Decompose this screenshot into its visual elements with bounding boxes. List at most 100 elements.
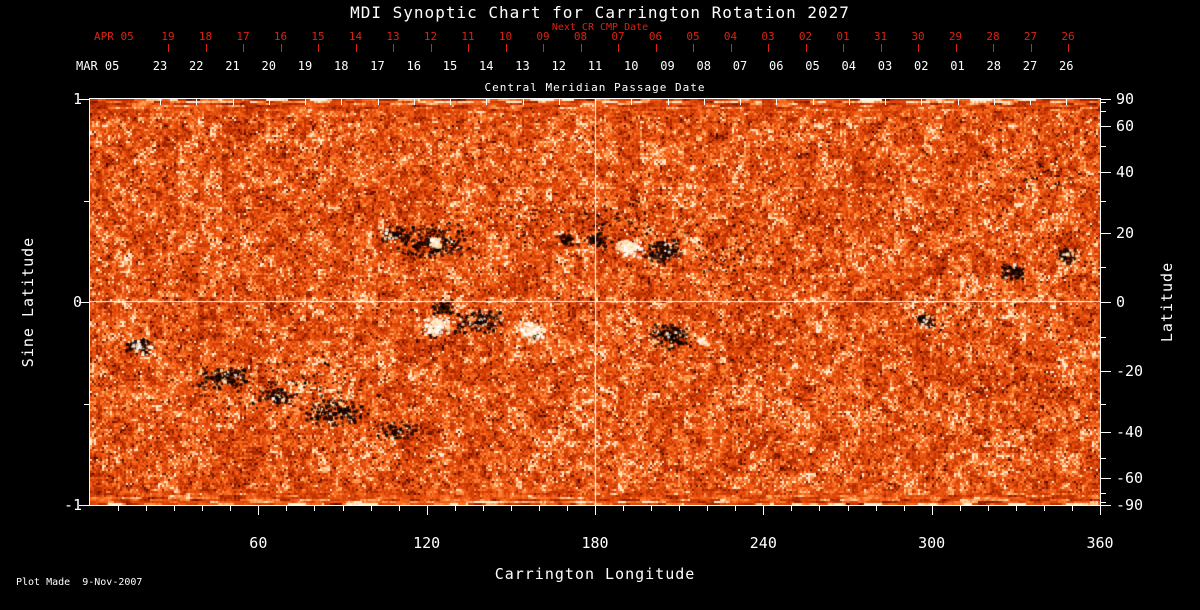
cmp-date-white: 11: [587, 59, 603, 73]
next-cr-tick-mark: [280, 44, 282, 52]
longitude-tick-label: 360: [1086, 534, 1114, 552]
next-cr-tick-mark: [805, 44, 807, 52]
longitude-tick-mark: [174, 506, 176, 511]
next-cr-cmp-date-note: Next CR CMP Date: [551, 22, 649, 33]
magnetogram-heatmap: [90, 99, 1100, 505]
longitude-tick-label: 240: [749, 534, 777, 552]
next-cr-tick-mark: [693, 44, 694, 52]
cmp-date-white: 06: [769, 59, 784, 73]
cmp-date-white: 15: [442, 59, 458, 73]
longitude-tick-mark: [987, 506, 989, 511]
longitude-tick-mark: [538, 506, 540, 511]
latitude-tick-mark: [1101, 501, 1106, 503]
longitude-tick-mark: [286, 506, 288, 511]
next-cr-tick-mark: [880, 44, 882, 52]
latitude-tick-label: -60: [1116, 468, 1144, 487]
left-axis-label: Sine Latitude: [19, 236, 37, 368]
next-cr-tick-mark: [168, 44, 169, 52]
next-cr-tick-mark: [318, 44, 319, 52]
cmp-date-white: 12: [551, 59, 566, 73]
longitude-tick-mark: [370, 506, 372, 511]
longitude-tick-mark: [118, 506, 120, 511]
latitude-tick-mark: [1101, 432, 1111, 434]
latitude-tick-mark: [1101, 146, 1106, 148]
next-cr-tick-mark: [430, 44, 432, 52]
red-month-label: APR 05: [94, 30, 134, 43]
latitude-tick-mark: [1101, 99, 1111, 100]
latitude-tick-label: 0: [1116, 293, 1126, 311]
longitude-tick-label: 180: [581, 534, 609, 552]
cmp-date-white: 19: [297, 59, 313, 73]
cmp-date-white: 09: [660, 59, 675, 73]
cmp-date-white: 26: [1059, 59, 1074, 73]
latitude-tick-label: -90: [1116, 496, 1144, 514]
longitude-tick-mark: [623, 506, 625, 511]
cmp-date-white: 17: [370, 59, 385, 73]
plot-made-timestamp: Plot Made 9-Nov-2007: [16, 577, 143, 588]
latitude-tick-mark: [1101, 505, 1111, 506]
longitude-tick-mark: [258, 506, 260, 515]
longitude-tick-mark: [230, 506, 232, 511]
longitude-tick-mark: [651, 506, 653, 511]
latitude-tick-mark: [1101, 337, 1106, 339]
cmp-date-white: 01: [950, 59, 965, 73]
cmp-date-white: 13: [515, 59, 530, 73]
latitude-tick-mark: [1101, 403, 1106, 405]
next-cr-tick-mark: [355, 44, 357, 52]
next-cr-tick-mark: [580, 44, 582, 52]
cmp-date-white: 28: [986, 59, 1001, 73]
longitude-tick-mark: [959, 506, 961, 511]
top-axis-title: Central Meridian Passage Date: [484, 81, 706, 94]
longitude-tick-mark: [482, 506, 484, 511]
latitude-tick-label: -20: [1116, 362, 1144, 381]
latitude-tick-mark: [1101, 102, 1106, 104]
latitude-tick-mark: [1101, 302, 1111, 303]
longitude-tick-mark: [903, 506, 905, 511]
longitude-tick-mark: [342, 506, 344, 511]
next-cr-tick-mark: [955, 44, 957, 52]
longitude-tick-mark: [454, 506, 456, 511]
latitude-tick-label: 60: [1116, 117, 1135, 136]
longitude-tick-mark: [679, 506, 681, 511]
next-cr-tick-mark: [843, 44, 844, 52]
cmp-date-white: 02: [914, 59, 929, 73]
latitude-tick-mark: [1101, 232, 1111, 234]
longitude-tick-label: 300: [918, 534, 946, 552]
next-cr-tick-mark: [768, 44, 769, 52]
next-cr-tick-mark: [243, 44, 244, 52]
next-cr-tick-mark: [393, 44, 394, 52]
latitude-tick-mark: [1101, 477, 1111, 479]
next-cr-tick-mark: [993, 44, 994, 52]
longitude-tick-mark: [1071, 506, 1073, 511]
next-cr-tick-mark: [1030, 44, 1032, 52]
next-cr-tick-mark: [655, 44, 657, 52]
longitude-tick-mark: [819, 506, 821, 511]
cmp-date-white: 27: [1022, 59, 1038, 73]
cmp-date-white: 16: [406, 59, 421, 73]
next-cr-tick-mark: [730, 44, 732, 52]
cmp-date-white: 07: [732, 59, 748, 73]
cmp-date-white: 14: [479, 59, 494, 73]
longitude-tick-mark: [510, 506, 512, 511]
longitude-tick-mark: [314, 506, 316, 511]
latitude-tick-mark: [1101, 171, 1111, 173]
latitude-tick-mark: [1101, 457, 1106, 459]
longitude-tick-mark: [398, 506, 400, 511]
next-cr-tick-mark: [205, 44, 207, 52]
next-cr-tick-mark: [505, 44, 507, 52]
cmp-date-white: 20: [261, 59, 276, 73]
white-month-label: MAR 05: [76, 59, 120, 73]
latitude-tick-label: 40: [1116, 162, 1135, 181]
cmp-date-white: 23: [152, 59, 168, 73]
longitude-tick-mark: [707, 506, 709, 511]
longitude-tick-mark: [875, 506, 877, 511]
latitude-tick-mark: [1101, 111, 1106, 113]
plot-area: [89, 98, 1101, 506]
longitude-tick-mark: [146, 506, 148, 511]
right-axis-label: Latitude: [1158, 261, 1176, 343]
longitude-tick-mark: [1100, 506, 1101, 515]
longitude-tick-mark: [735, 506, 737, 511]
next-cr-tick-mark: [1068, 44, 1069, 52]
cmp-date-white: 03: [877, 59, 893, 73]
latitude-tick-mark: [1101, 371, 1111, 373]
